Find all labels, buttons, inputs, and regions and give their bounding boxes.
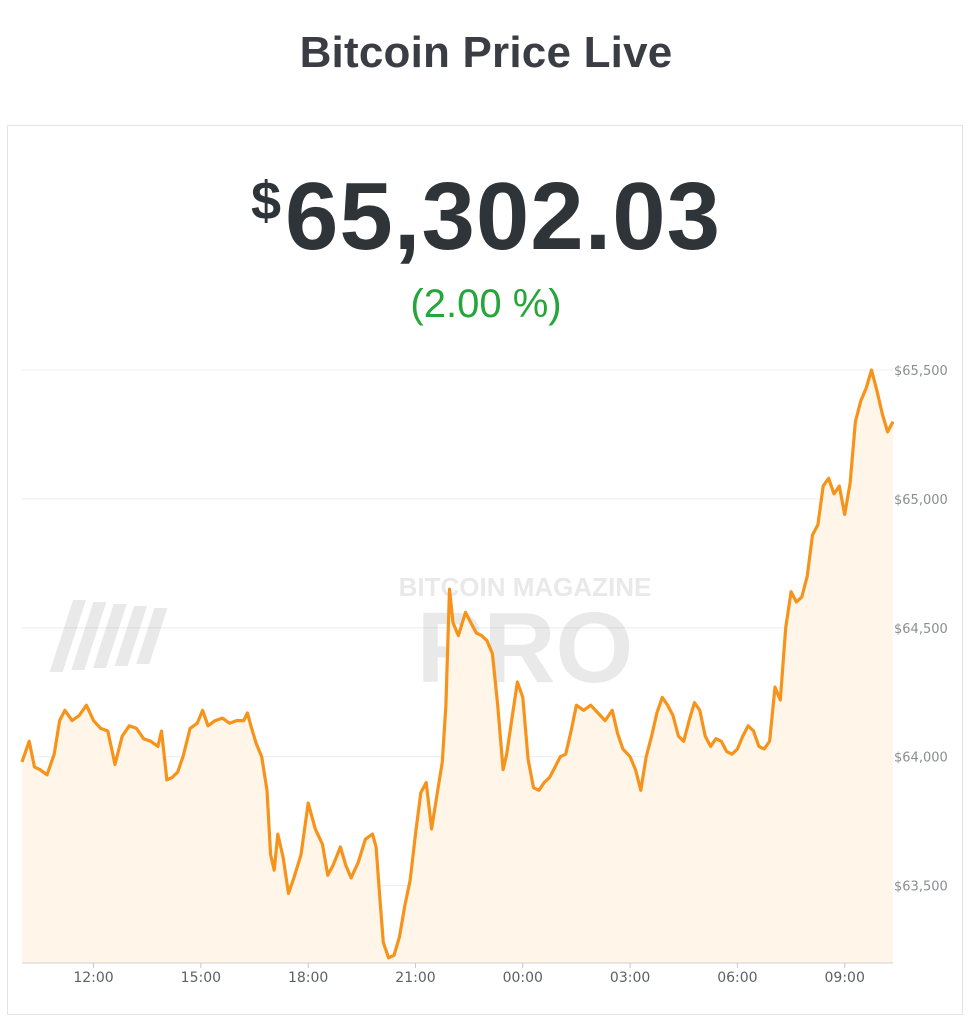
y-tick-label: $65,500 — [894, 364, 948, 379]
price-area-fill — [22, 370, 893, 963]
y-tick-label: $63,500 — [894, 880, 948, 895]
x-tick-label: 06:00 — [717, 970, 757, 986]
price-line — [20, 368, 895, 960]
bitcoin-magazine-pro-watermark: BITCOIN MAGAZINE PRO — [49, 572, 652, 704]
y-tick-label: $64,500 — [894, 622, 948, 637]
watermark-logo-icon — [49, 600, 168, 672]
x-tick-label: 00:00 — [503, 970, 543, 986]
x-tick-label: 18:00 — [288, 970, 328, 986]
watermark-stripe — [136, 608, 168, 664]
x-tick-label: 03:00 — [610, 970, 650, 986]
y-tick-label: $64,000 — [894, 751, 948, 766]
x-tick-label: 15:00 — [181, 970, 221, 986]
x-tick-label: 12:00 — [73, 970, 113, 986]
x-tick-label: 21:00 — [395, 970, 435, 986]
current-price: $65,302.03 — [0, 162, 972, 272]
watermark-stripe — [71, 602, 107, 670]
price-value: 65,302.03 — [284, 163, 722, 270]
watermark-stripe — [114, 606, 148, 666]
y-tick-label: $65,000 — [894, 493, 948, 508]
x-axis-ticks: 12:00 15:00 18:00 21:00 00:00 03:00 06:00 09:00 — [73, 963, 865, 986]
page-title: Bitcoin Price Live — [299, 28, 673, 77]
y-axis-ticks: $63,500 $64,000 $64,500 $65,000 $65,500 — [894, 364, 948, 895]
watermark-stripe — [92, 604, 127, 668]
currency-symbol: $ — [250, 171, 281, 231]
watermark-brand-line: BITCOIN MAGAZINE — [399, 572, 652, 602]
x-tick-label: 09:00 — [825, 970, 865, 986]
watermark-stripe — [49, 600, 87, 672]
price-change-percent: (2.00 %) — [410, 282, 562, 326]
